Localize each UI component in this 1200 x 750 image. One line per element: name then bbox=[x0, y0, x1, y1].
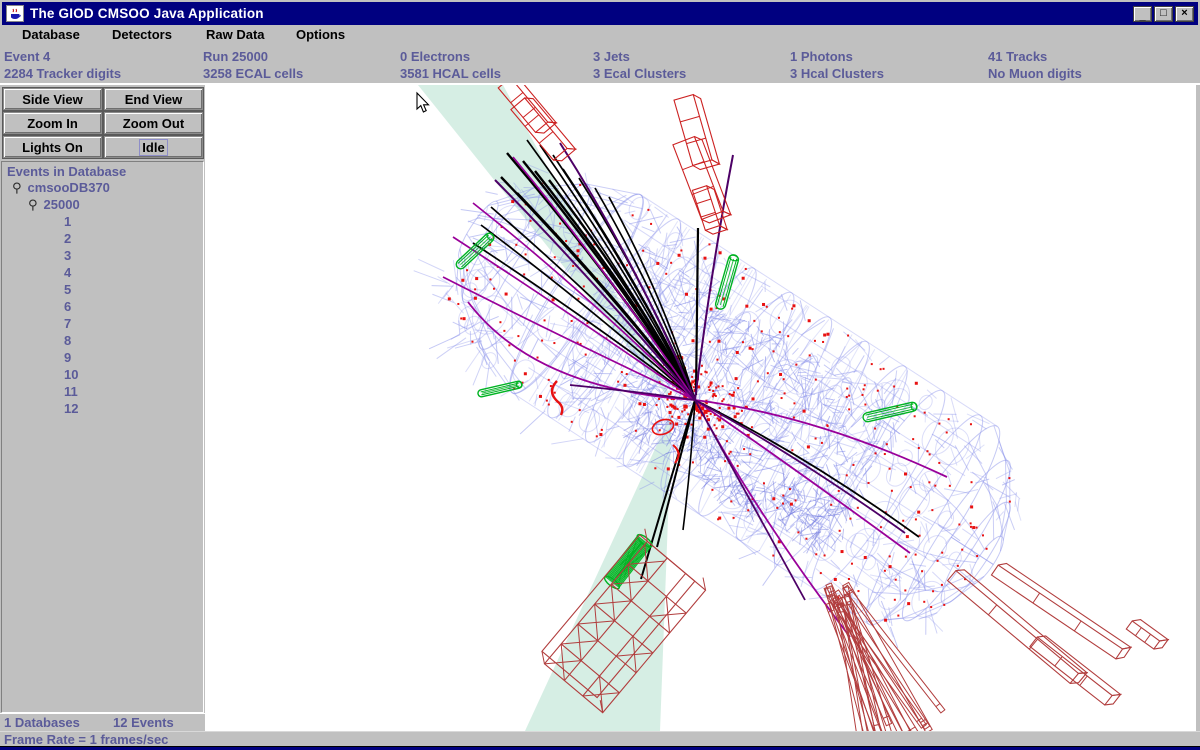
menu-bar: Database Detectors Raw Data Options bbox=[2, 25, 1198, 46]
tree-event-3[interactable]: 3 bbox=[64, 248, 72, 263]
mouse-cursor-icon bbox=[416, 91, 430, 113]
info-electrons-hcal: 0 Electrons 3581 HCAL cells bbox=[400, 48, 501, 82]
event-3d-view bbox=[413, 76, 1170, 750]
tree-event-8[interactable]: 8 bbox=[64, 333, 72, 348]
event-info-bar: Event 4 2284 Tracker digits Run 25000 3258… bbox=[0, 46, 1200, 85]
info-ecal-clusters: 3 Ecal Clusters bbox=[593, 66, 687, 81]
info-hcal-cells: 3581 HCAL cells bbox=[400, 66, 501, 81]
zoom-out-button[interactable]: Zoom Out bbox=[103, 111, 204, 135]
info-ecal-cells: 3258 ECAL cells bbox=[203, 66, 304, 81]
zoom-in-button[interactable]: Zoom In bbox=[2, 111, 103, 135]
lights-on-button[interactable]: Lights On bbox=[2, 135, 103, 159]
info-hcal-clusters: 3 Hcal Clusters bbox=[790, 66, 884, 81]
events-tree-panel: Events in Database ⚲ cmsooDB370 ⚲ 25000 1 … bbox=[1, 161, 204, 713]
info-electrons: 0 Electrons bbox=[400, 49, 471, 64]
tree-node-database[interactable]: ⚲ cmsooDB370 bbox=[12, 180, 110, 196]
end-view-button[interactable]: End View bbox=[103, 87, 204, 111]
window-controls: _ □ × bbox=[1133, 5, 1194, 22]
maximize-button[interactable]: □ bbox=[1154, 5, 1173, 22]
menu-database[interactable]: Database bbox=[22, 27, 80, 42]
menu-detectors[interactable]: Detectors bbox=[112, 27, 172, 42]
info-jets: 3 Jets bbox=[593, 49, 630, 64]
events-count: 12 Events bbox=[113, 715, 174, 730]
tree-event-5[interactable]: 5 bbox=[64, 282, 72, 297]
info-event-tracker: Event 4 2284 Tracker digits bbox=[4, 48, 121, 82]
tree-header: Events in Database bbox=[7, 164, 127, 179]
tree-run-label: 25000 bbox=[43, 197, 80, 212]
tree-node-icon: ⚲ bbox=[12, 181, 22, 196]
databases-count: 1 Databases bbox=[4, 715, 80, 730]
tree-database-label: cmsooDB370 bbox=[27, 180, 110, 195]
menu-raw-data[interactable]: Raw Data bbox=[206, 27, 265, 42]
tree-event-11[interactable]: 11 bbox=[64, 384, 78, 399]
window-title: The GIOD CMSOO Java Application bbox=[30, 6, 264, 21]
frame-rate-status-bar: Frame Rate = 1 frames/sec bbox=[0, 731, 1200, 747]
event-display-canvas[interactable] bbox=[205, 76, 1196, 750]
tree-status-bar: 1 Databases 12 Events bbox=[0, 713, 205, 731]
idle-button[interactable]: Idle bbox=[103, 135, 204, 159]
info-jets-ecalclusters: 3 Jets 3 Ecal Clusters bbox=[593, 48, 686, 82]
info-photons: 1 Photons bbox=[790, 49, 853, 64]
tree-event-1[interactable]: 1 bbox=[64, 214, 72, 229]
frame-rate-label: Frame Rate = 1 frames/sec bbox=[4, 732, 169, 747]
tree-event-9[interactable]: 9 bbox=[64, 350, 72, 365]
info-tracks-muon: 41 Tracks No Muon digits bbox=[988, 48, 1082, 82]
window-bottom-edge bbox=[0, 746, 1200, 750]
tree-node-run[interactable]: ⚲ 25000 bbox=[28, 197, 80, 213]
tree-event-2[interactable]: 2 bbox=[64, 231, 72, 246]
minimize-button[interactable]: _ bbox=[1133, 5, 1152, 22]
info-event: Event 4 bbox=[4, 49, 51, 64]
minimize-icon: _ bbox=[1139, 10, 1146, 22]
tree-event-6[interactable]: 6 bbox=[64, 299, 72, 314]
close-icon: × bbox=[1181, 7, 1188, 19]
side-view-button[interactable]: Side View bbox=[2, 87, 103, 111]
tree-node-icon: ⚲ bbox=[28, 198, 38, 213]
tree-event-12[interactable]: 12 bbox=[64, 401, 79, 416]
tree-event-4[interactable]: 4 bbox=[64, 265, 72, 280]
java-app-icon bbox=[6, 5, 24, 22]
close-button[interactable]: × bbox=[1175, 5, 1194, 22]
tree-event-7[interactable]: 7 bbox=[64, 316, 72, 331]
info-run: Run 25000 bbox=[203, 49, 269, 64]
idle-button-label: Idle bbox=[139, 138, 168, 156]
view-buttons: Side View End View Zoom In Zoom Out Ligh… bbox=[0, 85, 205, 161]
info-muon-digits: No Muon digits bbox=[988, 66, 1082, 81]
info-tracker-digits: 2284 Tracker digits bbox=[4, 66, 122, 81]
info-tracks: 41 Tracks bbox=[988, 49, 1048, 64]
menu-options[interactable]: Options bbox=[296, 27, 346, 42]
titlebar[interactable]: The GIOD CMSOO Java Application _ □ × bbox=[2, 2, 1198, 25]
info-run-ecal: Run 25000 3258 ECAL cells bbox=[203, 48, 303, 82]
maximize-icon: □ bbox=[1160, 7, 1167, 19]
info-photons-hcalclusters: 1 Photons 3 Hcal Clusters bbox=[790, 48, 884, 82]
tree-event-10[interactable]: 10 bbox=[64, 367, 79, 382]
